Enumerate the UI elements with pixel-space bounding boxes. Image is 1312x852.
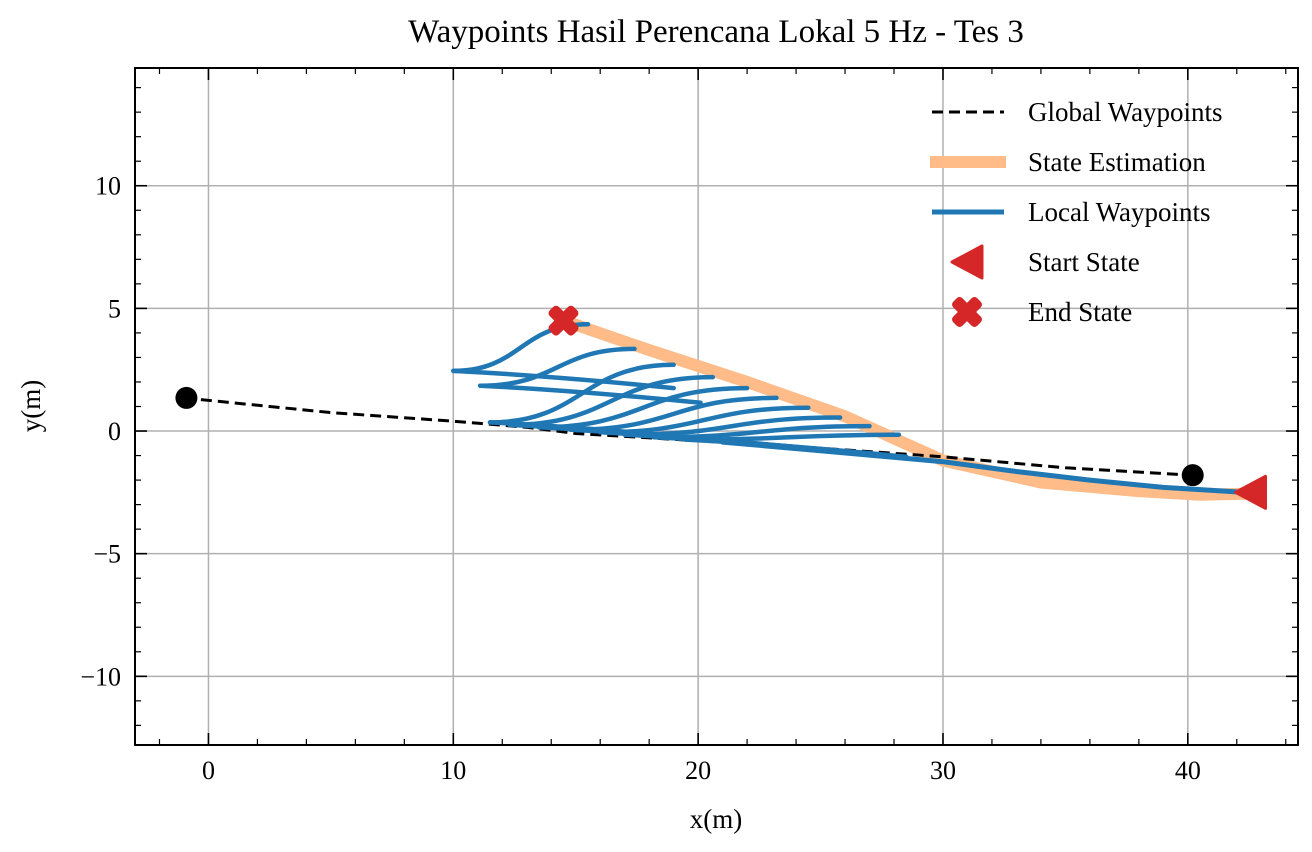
- x-tick-label: 10: [440, 756, 466, 785]
- x-tick-label: 30: [930, 756, 956, 785]
- state-estimation-line: [557, 314, 1255, 501]
- y-tick-label: −10: [80, 662, 121, 691]
- local-waypoint-curve: [536, 385, 750, 430]
- chart-title: Waypoints Hasil Perencana Lokal 5 Hz - T…: [408, 14, 1024, 50]
- y-axis-label: y(m): [16, 380, 46, 432]
- legend-swatch: [950, 244, 984, 280]
- x-tick-label: 40: [1175, 756, 1201, 785]
- x-tick-label: 20: [685, 756, 711, 785]
- grid: [135, 68, 1298, 745]
- legend-swatch-bar: [952, 297, 982, 327]
- legend-label: State Estimation: [1028, 147, 1206, 177]
- local-waypoints-trail: [720, 439, 1247, 495]
- waypoint-dot-marker: [175, 386, 198, 409]
- local-waypoint-curve: [487, 362, 676, 425]
- y-tick-label: 5: [108, 294, 121, 323]
- legend-label: Global Waypoints: [1028, 97, 1223, 127]
- local-waypoint-curve: [568, 395, 779, 433]
- waypoint-dot-marker: [1181, 464, 1204, 487]
- global-waypoints-line: [183, 396, 1193, 477]
- y-tick-label: 10: [95, 172, 121, 201]
- legend-item: End State: [952, 297, 1132, 327]
- y-tick-label: 0: [108, 417, 121, 446]
- legend-item: State Estimation: [930, 147, 1206, 177]
- y-tick-label: −5: [93, 540, 121, 569]
- local-waypoint-curve: [597, 405, 811, 435]
- legend-item: Global Waypoints: [932, 97, 1223, 127]
- end-state-marker-bar: [548, 305, 579, 336]
- legend-item: Start State: [950, 244, 1140, 280]
- local-waypoint-curve: [622, 415, 843, 437]
- x-tick-label: 0: [202, 756, 215, 785]
- legend-label: Local Waypoints: [1028, 197, 1211, 227]
- legend-swatch: [952, 297, 982, 327]
- legend: Global Waypoints State Estimation Local Wa…: [930, 97, 1223, 327]
- legend-label: Start State: [1028, 247, 1140, 277]
- start-state-marker: [1233, 474, 1267, 510]
- axes-frame: [134, 67, 1299, 746]
- legend-label: End State: [1028, 297, 1132, 327]
- local-waypoint-curve: [507, 374, 716, 428]
- local-waypoint-curve: [477, 346, 637, 388]
- legend-item: Local Waypoints: [932, 197, 1211, 227]
- plot-area: [175, 305, 1267, 510]
- local-waypoint-curve: [651, 423, 872, 440]
- x-axis-label: x(m): [690, 804, 742, 834]
- end-state-marker: [548, 305, 579, 336]
